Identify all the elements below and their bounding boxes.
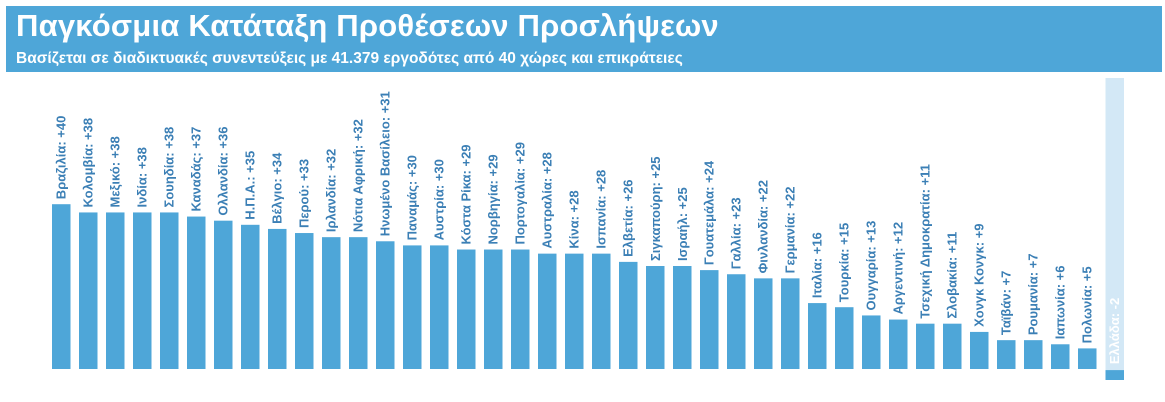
bar-8: [241, 224, 260, 369]
bar-label-27: Φινλανδία: +22: [756, 180, 771, 273]
bar-label-23: Σιγκαπούρη: +25: [648, 156, 663, 261]
bar-label-29: Ιταλία: +16: [810, 232, 825, 298]
bar-36: [997, 340, 1016, 369]
bar-5: [160, 212, 179, 369]
bar-4: [133, 212, 152, 369]
bar-14: [403, 245, 422, 369]
bar-label-7: Ολλανδία: +36: [216, 127, 231, 216]
header-banner: Παγκόσμια Κατάταξη Προθέσεων Προσλήψεων …: [6, 6, 1162, 72]
bar-17: [484, 249, 503, 369]
chart-title: Παγκόσμια Κατάταξη Προθέσεων Προσλήψεων: [16, 8, 719, 43]
bar-label-33: Τσεχική Δημοκρατία: +11: [918, 164, 933, 319]
bar-19: [538, 253, 557, 369]
bar-label-26: Γαλλία: +23: [729, 197, 744, 269]
bar-label-34: Σλοβακία: +11: [945, 232, 960, 319]
bar-40: [1105, 370, 1124, 380]
bar-label-25: Γουατεμάλα: +24: [702, 160, 717, 265]
bar-3: [106, 212, 125, 369]
bar-12: [349, 237, 368, 369]
bar-35: [970, 331, 989, 369]
bar-11: [322, 237, 341, 369]
bar-26: [727, 274, 746, 369]
bar-25: [700, 270, 719, 369]
bar-label-38: Ιαπωνία: +6: [1053, 265, 1068, 339]
bar-label-21: Ισπανία: +28: [594, 170, 609, 249]
bar-label-13: Ηνωμένο Βασίλειο: +31: [378, 91, 393, 236]
bar-18: [511, 249, 530, 369]
bar-label-3: Μεξικό: +38: [108, 136, 123, 207]
bar-label-39: Πολωνία: +5: [1080, 266, 1095, 343]
bar-label-37: Ρουμανία: +7: [1026, 253, 1041, 335]
bar-label-28: Γερμανία: +22: [783, 187, 798, 274]
bar-23: [646, 266, 665, 369]
bar-33: [916, 323, 935, 369]
bar-label-20: Κίνα: +28: [567, 190, 582, 248]
bar-7: [214, 220, 233, 369]
bar-label-40: Ελλάδα: -2: [1107, 298, 1122, 364]
bar-label-14: Παναμάς: +30: [405, 155, 420, 240]
bar-15: [430, 245, 449, 369]
bar-21: [592, 253, 611, 369]
bar-label-16: Κόστα Ρίκα: +29: [459, 144, 474, 244]
bar-label-30: Τουρκία: +15: [837, 223, 852, 302]
bar-9: [268, 228, 287, 369]
bar-30: [835, 307, 854, 369]
bar-22: [619, 261, 638, 369]
bar-label-10: Περού: +33: [297, 159, 312, 228]
bar-13: [376, 241, 395, 369]
bar-label-24: Ισραήλ: +25: [675, 187, 690, 261]
bar-27: [754, 278, 773, 369]
bar-label-8: Η.Π.Α.: +35: [243, 151, 258, 220]
bar-label-36: Ταϊβάν: +7: [999, 271, 1014, 336]
bar-label-12: Νότια Αφρική: +32: [351, 119, 366, 232]
bar-24: [673, 266, 692, 369]
bar-32: [889, 319, 908, 369]
bar-label-17: Νορβηγία: +29: [486, 154, 501, 244]
bar-label-22: Ελβετία: +26: [621, 179, 636, 256]
bar-31: [862, 315, 881, 369]
chart-subtitle: Βασίζεται σε διαδικτυακές συνεντεύξεις μ…: [16, 50, 683, 67]
bar-6: [187, 216, 206, 369]
bar-label-19: Αυστραλία: +28: [540, 152, 555, 249]
bar-10: [295, 233, 314, 369]
bar-2: [79, 212, 98, 369]
bar-label-11: Ιρλανδία: +32: [324, 149, 339, 232]
bar-label-31: Ουγγαρία: +13: [864, 221, 879, 311]
bar-label-2: Κολομβία: +38: [81, 118, 96, 208]
bar-1: [52, 204, 71, 369]
bar-38: [1051, 344, 1070, 369]
bar-label-5: Σουηδία: +38: [162, 127, 177, 208]
bar-label-4: Ινδία: +38: [135, 147, 150, 207]
bar-28: [781, 278, 800, 369]
bar-label-1: Βραζιλία: +40: [54, 116, 69, 200]
bar-34: [943, 323, 962, 369]
bar-39: [1078, 348, 1097, 369]
bar-16: [457, 249, 476, 369]
bar-label-9: Βέλγιο: +34: [270, 152, 285, 224]
bar-label-15: Αυστρία: +30: [432, 159, 447, 240]
bar-29: [808, 303, 827, 369]
bar-label-6: Καναδάς: +37: [189, 127, 204, 212]
bar-label-35: Χονγκ Κονγκ: +9: [972, 223, 987, 326]
negative-band: [1105, 78, 1124, 380]
bar-37: [1024, 340, 1043, 369]
bar-label-18: Πορτογαλία: +29: [513, 142, 528, 244]
bar-20: [565, 253, 584, 369]
bar-label-32: Αργεντινή: +12: [891, 222, 906, 315]
